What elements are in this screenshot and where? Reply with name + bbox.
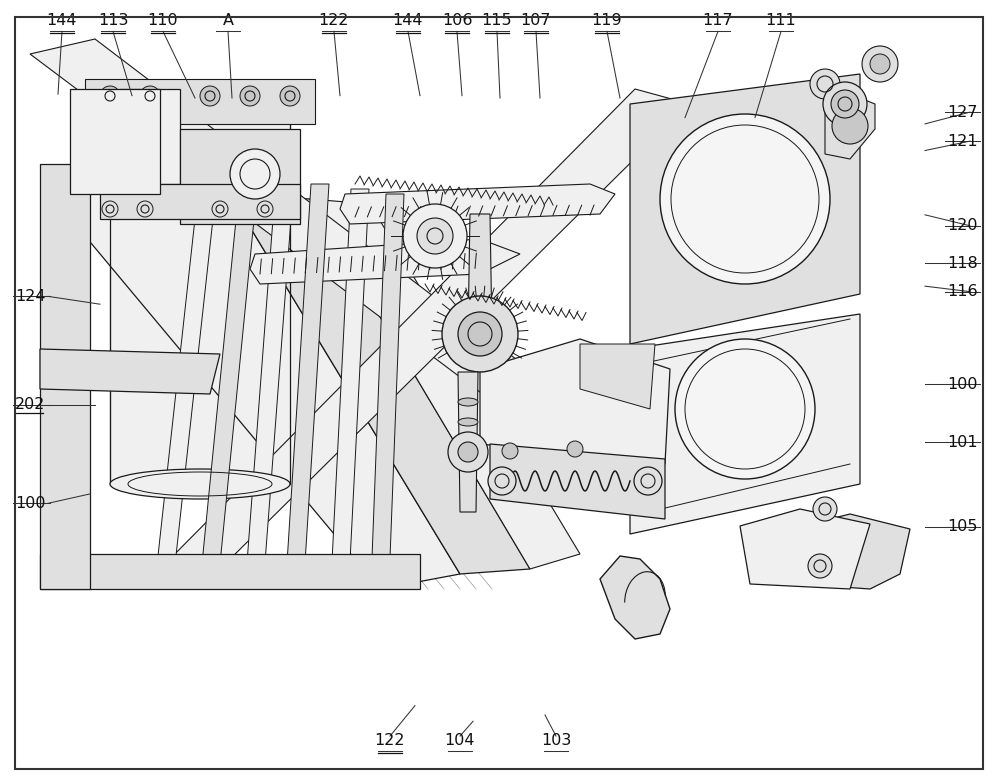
Text: 121: 121	[947, 133, 978, 149]
Polygon shape	[40, 554, 420, 589]
Polygon shape	[246, 179, 294, 576]
Polygon shape	[250, 239, 520, 284]
Text: 107: 107	[521, 13, 551, 28]
Polygon shape	[160, 89, 690, 569]
Polygon shape	[371, 194, 404, 584]
Circle shape	[230, 149, 280, 199]
Text: 106: 106	[442, 13, 472, 28]
Circle shape	[280, 86, 300, 106]
Circle shape	[810, 69, 840, 99]
Polygon shape	[85, 79, 315, 124]
Circle shape	[458, 312, 502, 356]
Polygon shape	[120, 89, 180, 184]
Text: 110: 110	[148, 13, 178, 28]
Polygon shape	[286, 184, 329, 579]
Polygon shape	[740, 509, 870, 589]
Text: 100: 100	[947, 376, 978, 392]
Polygon shape	[30, 39, 700, 516]
Circle shape	[458, 442, 478, 462]
Polygon shape	[180, 129, 300, 224]
Circle shape	[102, 201, 118, 217]
Circle shape	[862, 46, 898, 82]
Text: 105: 105	[947, 519, 978, 535]
Circle shape	[448, 432, 488, 472]
Ellipse shape	[458, 398, 478, 406]
Polygon shape	[480, 339, 670, 464]
Circle shape	[567, 441, 583, 457]
Polygon shape	[630, 74, 860, 344]
Circle shape	[200, 86, 220, 106]
Polygon shape	[156, 164, 219, 574]
Circle shape	[100, 86, 120, 106]
Text: 113: 113	[98, 13, 128, 28]
Text: 202: 202	[15, 397, 45, 412]
Polygon shape	[580, 344, 655, 409]
Text: 118: 118	[947, 256, 978, 271]
Circle shape	[442, 296, 518, 372]
Text: 116: 116	[947, 284, 978, 299]
Circle shape	[831, 90, 859, 118]
Text: 103: 103	[541, 733, 571, 748]
Circle shape	[212, 201, 228, 217]
Polygon shape	[468, 214, 492, 334]
Polygon shape	[201, 169, 259, 574]
Circle shape	[137, 201, 153, 217]
Ellipse shape	[110, 469, 290, 499]
Text: 122: 122	[319, 13, 349, 28]
Circle shape	[403, 204, 467, 268]
Text: A: A	[222, 13, 234, 28]
Text: 122: 122	[375, 733, 405, 748]
Circle shape	[240, 86, 260, 106]
Circle shape	[140, 86, 160, 106]
Polygon shape	[790, 514, 910, 589]
Text: 124: 124	[15, 289, 46, 304]
Polygon shape	[600, 556, 670, 639]
Polygon shape	[490, 444, 665, 519]
Ellipse shape	[458, 418, 478, 426]
Text: 111: 111	[766, 13, 796, 28]
Text: 115: 115	[482, 13, 512, 28]
Circle shape	[870, 54, 890, 74]
Text: 101: 101	[947, 434, 978, 450]
Polygon shape	[825, 94, 875, 159]
Polygon shape	[40, 349, 220, 394]
Circle shape	[257, 201, 273, 217]
Circle shape	[823, 82, 867, 126]
Polygon shape	[110, 104, 290, 484]
Polygon shape	[340, 184, 615, 224]
Polygon shape	[458, 372, 478, 512]
Circle shape	[675, 339, 815, 479]
Circle shape	[488, 467, 516, 495]
Text: 144: 144	[393, 13, 423, 28]
Text: 100: 100	[15, 495, 46, 511]
Polygon shape	[331, 189, 369, 581]
Circle shape	[808, 554, 832, 578]
Circle shape	[417, 218, 453, 254]
Text: 144: 144	[47, 13, 77, 28]
Text: 127: 127	[947, 104, 978, 120]
Polygon shape	[40, 164, 90, 589]
Text: 120: 120	[947, 218, 978, 234]
Text: 104: 104	[445, 733, 475, 748]
Polygon shape	[50, 194, 460, 589]
Polygon shape	[100, 184, 300, 219]
Circle shape	[660, 114, 830, 284]
Polygon shape	[230, 194, 530, 574]
Circle shape	[832, 108, 868, 144]
Polygon shape	[70, 89, 160, 194]
Circle shape	[502, 443, 518, 459]
Text: 119: 119	[592, 13, 622, 28]
Polygon shape	[630, 314, 860, 534]
Circle shape	[634, 467, 662, 495]
Circle shape	[813, 497, 837, 521]
Polygon shape	[310, 199, 580, 569]
Text: 117: 117	[703, 13, 733, 28]
